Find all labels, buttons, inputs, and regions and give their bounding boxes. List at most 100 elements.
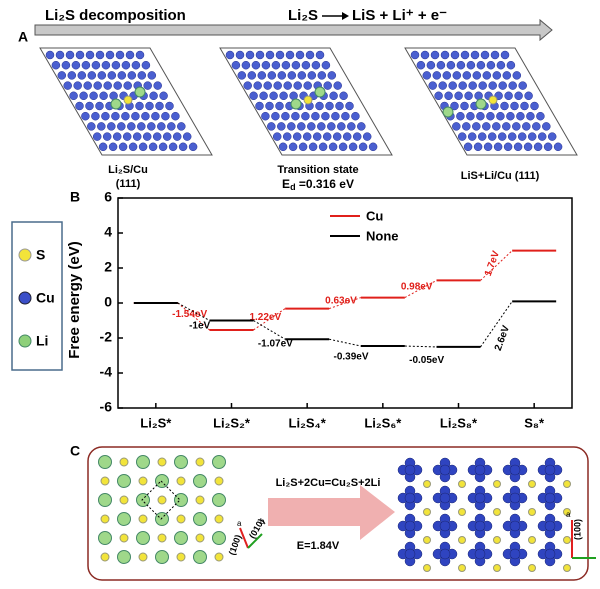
cu-atom [117, 122, 126, 131]
cu-atom [514, 91, 523, 101]
cu-atom [255, 50, 265, 60]
cu-atom [288, 142, 298, 152]
cu-atom [261, 111, 270, 121]
cu-atom [474, 464, 486, 476]
cu-atom [267, 71, 277, 80]
cu-atom [287, 71, 297, 80]
cu-atom [122, 132, 132, 141]
cu-atom [97, 122, 106, 131]
cu-atom [142, 132, 152, 141]
header-arrow [34, 18, 553, 42]
caption-part: E [282, 177, 290, 191]
cu-atom [273, 81, 282, 90]
cu-atom [91, 60, 101, 70]
li-atom [117, 512, 131, 526]
cu-atom [331, 111, 340, 121]
cu-atom [432, 71, 442, 80]
cu-atom [321, 60, 331, 70]
cu-atom [85, 101, 94, 111]
cu-atom [245, 50, 255, 60]
step-label: 1.22eV [249, 312, 281, 323]
legend-label: None [366, 228, 399, 243]
li-atom [314, 86, 326, 98]
cu-atom [321, 111, 330, 121]
cu-atom [307, 71, 317, 80]
cu-atom [271, 111, 280, 121]
cu-atom [544, 492, 556, 504]
cu-atom [107, 122, 116, 131]
cu-atom [291, 60, 301, 70]
header-products: LiS + Li⁺ + e⁻ [352, 7, 447, 24]
cu-atom [291, 111, 300, 121]
s-atom [100, 552, 110, 562]
y-tick-label: 4 [104, 224, 112, 240]
cu-atom [478, 81, 487, 90]
cu-atom [275, 101, 284, 111]
cu-atom [317, 122, 326, 131]
cu-atom [496, 60, 506, 70]
cu-atom [128, 142, 138, 152]
cu-atom [462, 122, 471, 131]
cu-atom [462, 71, 472, 80]
cu-atom [171, 111, 180, 121]
s-atom [528, 536, 536, 544]
cu-atom [265, 50, 275, 60]
cu-atom [329, 91, 338, 101]
caption-part: =0.316 eV [296, 177, 354, 191]
cu-atom [404, 464, 416, 476]
connector [329, 297, 361, 310]
cu-atom [85, 50, 95, 60]
cu-atom [507, 132, 517, 141]
cu-atom [141, 111, 150, 121]
s-atom [493, 564, 501, 572]
li-atom [193, 550, 207, 564]
cu-atom [456, 111, 465, 121]
cu-atom [527, 132, 537, 141]
cu-atom [151, 111, 160, 121]
cu-atom [516, 111, 525, 121]
cu-atom [476, 60, 486, 70]
cu-atom [182, 132, 192, 141]
cu-atom [287, 122, 296, 131]
cu-atom [460, 50, 470, 60]
cu-atom [317, 71, 327, 80]
cu-atom [357, 122, 366, 131]
cu-atom [502, 122, 511, 131]
connector [480, 301, 513, 348]
cu-atom [520, 101, 529, 111]
cu-atom [172, 132, 182, 141]
cu-atom [467, 132, 477, 141]
cu-atom [422, 71, 432, 80]
cu-atom [487, 132, 497, 141]
unit-cell [141, 480, 181, 520]
cu-atom [251, 60, 261, 70]
cu-atom [438, 81, 447, 90]
li-atom [136, 493, 150, 507]
y-tick-label: -4 [100, 364, 113, 380]
li-atom [193, 512, 207, 526]
cu-atom [123, 81, 132, 90]
axis-label: a [566, 510, 571, 519]
cu-atom [472, 71, 482, 80]
cu-atom [137, 122, 146, 131]
cu-atom [149, 91, 158, 101]
cu-atom [152, 132, 162, 141]
cu-atom [81, 111, 90, 121]
cu-atom [368, 142, 378, 152]
cu-atom [83, 81, 92, 90]
cu-atom [358, 142, 368, 152]
li-atom [155, 474, 169, 488]
energy-plot: -6 -4 -2 0 2 4 6 Free energy (eV) Li₂S* Li₂S₂* Li₂… [66, 189, 573, 430]
cu-atom [532, 122, 541, 131]
s-atom [157, 533, 167, 543]
cu-atom [135, 101, 144, 111]
step-label: -1.07eV [258, 339, 293, 350]
element-label: Cu [36, 290, 55, 306]
cu-atom [178, 142, 188, 152]
cu-atom [95, 101, 104, 111]
cu-atom [297, 122, 306, 131]
cu-atom [57, 71, 67, 80]
cu-atom [500, 50, 510, 60]
cu-atom [486, 111, 495, 121]
step-label: 0.63eV [325, 296, 357, 307]
